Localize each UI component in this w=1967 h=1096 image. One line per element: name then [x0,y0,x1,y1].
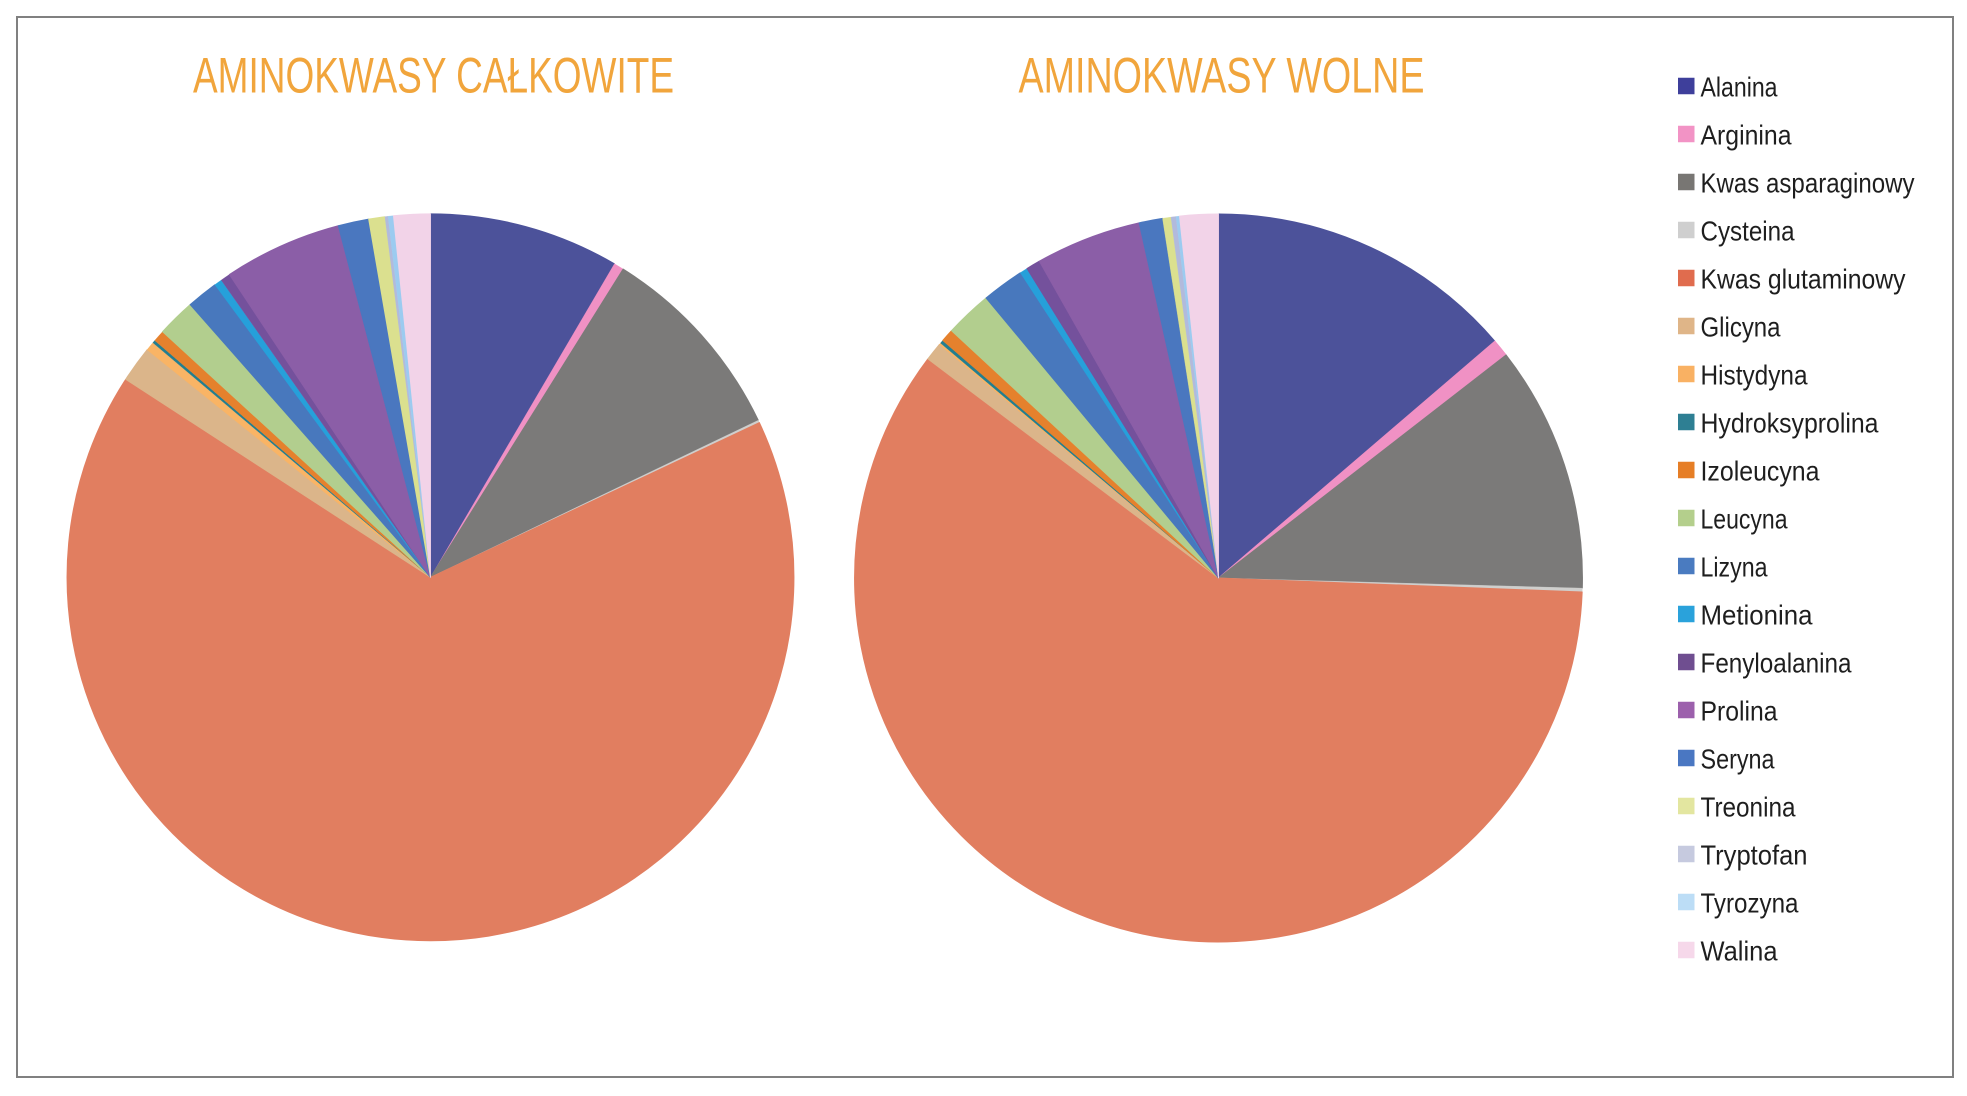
svg-text:Izoleucyna: Izoleucyna [1701,456,1820,487]
svg-text:Leucyna: Leucyna [1701,504,1788,535]
svg-text:AMINOKWASY WOLNE: AMINOKWASY WOLNE [1019,48,1425,104]
svg-text:Fenyloalanina: Fenyloalanina [1701,648,1852,679]
svg-text:AMINOKWASY CAŁKOWITE: AMINOKWASY CAŁKOWITE [193,48,674,104]
svg-text:Metionina: Metionina [1701,600,1813,631]
svg-text:Tryptofan: Tryptofan [1701,840,1808,871]
svg-text:Prolina: Prolina [1701,696,1778,727]
svg-text:Alanina: Alanina [1701,72,1778,103]
svg-text:Kwas glutaminowy: Kwas glutaminowy [1701,264,1906,295]
svg-text:Seryna: Seryna [1701,744,1775,775]
svg-text:Walina: Walina [1701,936,1778,967]
svg-text:Treonina: Treonina [1701,792,1796,823]
svg-text:Glicyna: Glicyna [1701,312,1781,343]
svg-text:Histydyna: Histydyna [1701,360,1808,391]
svg-text:Cysteina: Cysteina [1701,216,1795,247]
svg-text:Hydroksyprolina: Hydroksyprolina [1701,408,1879,439]
svg-text:Lizyna: Lizyna [1701,552,1768,583]
svg-text:Arginina: Arginina [1701,120,1792,151]
svg-text:Kwas asparaginowy: Kwas asparaginowy [1701,168,1915,199]
svg-text:Tyrozyna: Tyrozyna [1701,888,1799,919]
